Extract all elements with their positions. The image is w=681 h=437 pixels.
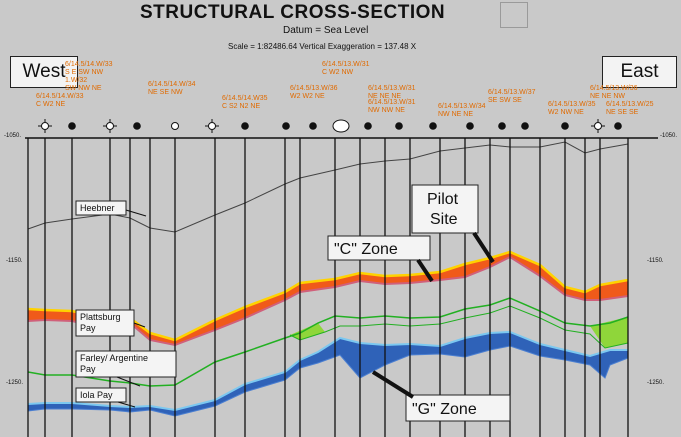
well-label-5-line-1: 6/14.5/13.W/36	[290, 85, 338, 92]
farley-horizon-base	[289, 305, 629, 349]
iola-horizon-base	[27, 345, 629, 417]
pilot-site-label-line-1: Pilot	[427, 191, 459, 208]
farley-leader	[116, 376, 141, 387]
depth-label-top-left: -1050.	[4, 133, 21, 139]
well-label-10-line-1: 6/14.5/13.W/37	[488, 89, 536, 96]
plattsburg-label-box	[75, 309, 135, 337]
oil-well-symbol-icon	[241, 122, 249, 130]
g-zone-callout-box	[405, 394, 511, 422]
well-symbols	[38, 119, 622, 133]
g-zone-leader	[371, 370, 415, 399]
farley-label-box	[75, 350, 177, 378]
c-zone-leader	[416, 258, 434, 283]
west-label: West	[10, 56, 78, 88]
well-label-8-line-1: 6/14.5/13.W/31	[368, 99, 416, 106]
oil-well-symbol-icon	[521, 122, 529, 130]
well-label-1-line-1: 6/14.5/14.W/33	[36, 93, 84, 100]
oil-well-symbol-icon	[395, 122, 403, 130]
oil-well-symbol-icon	[364, 122, 372, 130]
pilot-site-leader	[472, 231, 495, 264]
oil-well-symbol-icon	[133, 122, 141, 130]
gas-well-symbol-icon	[205, 119, 219, 133]
farley-pay-fill	[290, 323, 325, 340]
depth-label-bottom-left: -1250.	[6, 380, 23, 386]
well-label-2-line-1: 6/14.5/14.W/33	[65, 61, 113, 68]
pilot-site-label-line-2: Site	[430, 211, 458, 228]
datum-label: Datum = Sea Level	[283, 25, 369, 36]
heebner-label: Heebner	[80, 203, 115, 213]
east-label: East	[602, 56, 677, 88]
oil-well-symbol-icon	[561, 122, 569, 130]
oil-well-symbol-icon	[614, 122, 622, 130]
well-label-7-line-2: NE NE NE	[368, 93, 401, 100]
heebner-label-box	[75, 200, 127, 216]
well-labels: 6/14.5/14.W/33C W2 NE6/14.5/14.W/33S E S…	[36, 61, 654, 118]
plattsburg-label-line-1: Plattsburg	[80, 312, 121, 322]
farley-label-line-1: Farley/ Argentine	[80, 353, 148, 363]
heebner-leader	[125, 209, 147, 217]
gas-well-symbol-icon	[103, 119, 117, 133]
depth-label-mid-right: -1150.	[647, 258, 664, 264]
well-label-11-line-2: W2 NW NE	[548, 109, 584, 116]
well-label-11-line-1: 6/14.5/13.W/35	[548, 101, 596, 108]
gas-well-symbol-icon	[591, 119, 605, 133]
oil-well-symbol-icon	[309, 122, 317, 130]
heebner-horizon-line	[27, 141, 629, 233]
well-label-7-line-1: 6/14.5/13.W/31	[368, 85, 416, 92]
farley-label-line-2: Pay	[80, 364, 96, 374]
well-label-8-line-2: NW NW NE	[368, 107, 405, 114]
well-label-6-line-1: 6/14.5/13.W/31	[322, 61, 370, 68]
iola-label: Iola Pay	[80, 390, 113, 400]
plattsburg-label-line-2: Pay	[80, 323, 96, 333]
iola-label-box	[75, 387, 127, 403]
well-label-2-line-4: SW NW NE	[65, 85, 102, 92]
well-label-3-line-2: NE SE NW	[148, 89, 183, 96]
well-label-9-line-2: NW NE NE	[438, 111, 473, 118]
depth-label-mid-left: -1150.	[6, 258, 23, 264]
well-columns	[27, 138, 629, 437]
well-label-5-line-2: W2 W2 NE	[290, 93, 325, 100]
section-title: STRUCTURAL CROSS-SECTION	[140, 2, 446, 23]
oil-well-symbol-icon	[429, 122, 437, 130]
oil-well-symbol-icon	[466, 122, 474, 130]
oil-well-symbol-icon	[498, 122, 506, 130]
c-zone-callout-box	[327, 235, 431, 261]
well-label-13-line-2: NE SE SE	[606, 109, 639, 116]
gas-well-symbol-icon	[38, 119, 52, 133]
scale-label: Scale = 1:82486.64 Vertical Exaggeration…	[228, 42, 417, 51]
g-zone-callout-label: "G" Zone	[412, 401, 477, 418]
title-frame-box	[500, 2, 528, 28]
pilot-site-callout-box	[411, 184, 479, 234]
depth-label-top-right: -1050.	[660, 133, 677, 139]
well-label-2-line-3: 1.W/32	[65, 77, 87, 84]
well-label-13-line-1: 6/14.5/13.W/25	[606, 101, 654, 108]
oil-well-symbol-icon	[282, 122, 290, 130]
well-label-12-line-2: NE NE NW	[590, 93, 625, 100]
well-label-9-line-1: 6/14.5/13.W/34	[438, 103, 486, 110]
oil-well-symbol-icon	[68, 122, 76, 130]
well-label-4-line-2: C S2 N2 NE	[222, 103, 260, 110]
well-label-2-line-2: S E SW NW	[65, 69, 104, 76]
plattsburg-leader	[133, 322, 146, 328]
c-zone-callout-label: "C" Zone	[334, 241, 398, 258]
well-label-12-line-1: 6/14.5/13.W/36	[590, 85, 638, 92]
well-label-6-line-2: C W2 NW	[322, 69, 354, 76]
depth-label-bottom-right: -1250.	[647, 380, 664, 386]
iola-leader	[117, 401, 136, 408]
well-label-4-line-1: 6/14.5/14.W35	[222, 95, 268, 102]
well-label-3-line-1: 6/14.5/14.W/34	[148, 81, 196, 88]
farley-pay-fill-east	[590, 317, 628, 348]
well-label-1-line-2: C W2 NE	[36, 101, 66, 108]
dry-hole-symbol-icon	[171, 122, 179, 130]
oil-well-symbol-icon	[332, 119, 350, 133]
well-label-10-line-2: SE SW SE	[488, 97, 522, 104]
